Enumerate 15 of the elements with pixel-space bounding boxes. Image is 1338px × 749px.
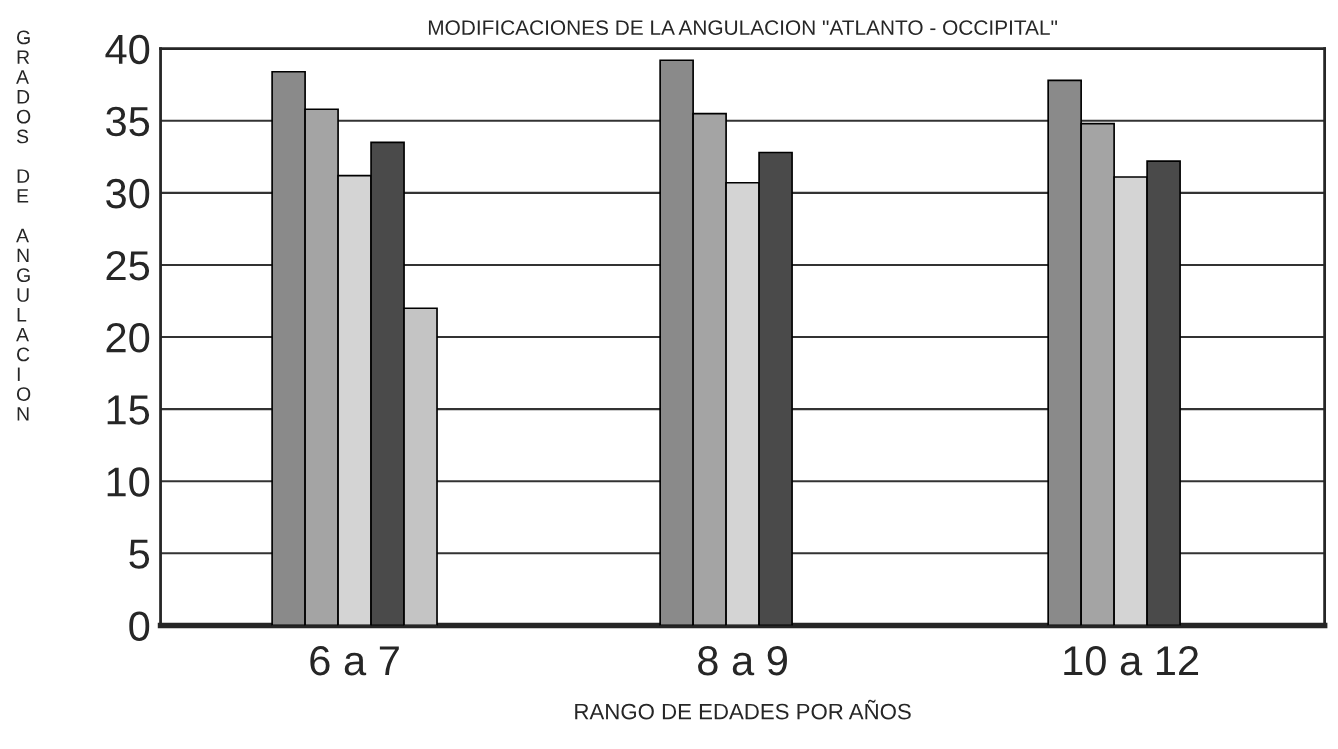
y-tick-label: 0 xyxy=(129,611,150,641)
x-tick-label: 6 a 7 xyxy=(310,645,399,676)
chart-title: MODIFICACIONES DE LA ANGULACION "ATLANTO - OCCIPITAL" xyxy=(428,20,1058,35)
x-tick-label: 10 a 12 xyxy=(1064,645,1199,676)
y-tick-label: 15 xyxy=(107,395,150,425)
y-tick-label: 10 xyxy=(107,467,150,497)
x-tick-label: 8 a 9 xyxy=(698,645,787,676)
y-tick-label: 25 xyxy=(106,250,150,281)
y-tick-label: 30 xyxy=(106,178,150,209)
y-tick-label: 5 xyxy=(129,539,150,569)
y-tick-label: 40 xyxy=(105,34,150,65)
text: GRADOS DE ANGULACION xyxy=(16,30,31,421)
y-tick-label: 20 xyxy=(106,323,150,353)
y-tick-label: 35 xyxy=(106,106,150,137)
x-axis-title: RANGO DE EDADES POR AÑOS xyxy=(575,699,911,720)
